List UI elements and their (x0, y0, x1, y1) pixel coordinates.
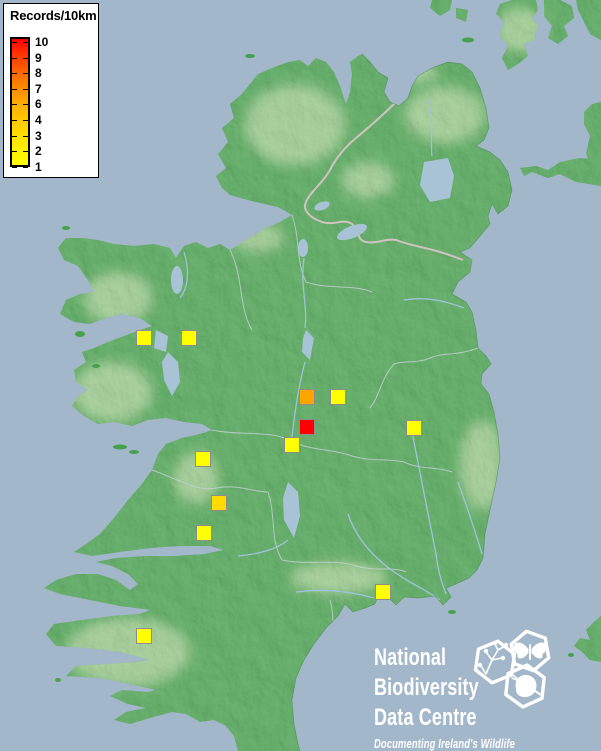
record-marker (375, 584, 391, 600)
record-marker (181, 330, 197, 346)
record-marker (196, 525, 212, 541)
legend-tick (12, 104, 17, 106)
northern-ireland-border-line (304, 101, 464, 261)
legend-title: Records/10km (10, 8, 97, 23)
record-marker (195, 451, 211, 467)
legend-tick (23, 151, 28, 153)
legend-tick (12, 151, 17, 153)
lakes (154, 158, 454, 538)
county-border-lines (151, 214, 479, 657)
legend-tick (12, 88, 17, 90)
legend-tick (23, 120, 28, 121)
record-marker (299, 419, 315, 435)
legend-tick-label: 3 (35, 128, 42, 143)
record-marker (284, 437, 300, 453)
offshore-islands (55, 37, 574, 682)
legend-tick (12, 135, 17, 137)
river-lines (179, 99, 483, 601)
legend-tick (23, 104, 28, 106)
legend-tick (23, 88, 28, 90)
legend-gradient-bar (10, 37, 30, 167)
record-marker (406, 420, 422, 436)
legend-tick (23, 166, 28, 168)
record-marker (136, 330, 152, 346)
legend-tick (23, 135, 28, 137)
legend-tick-label: 10 (35, 35, 49, 49)
legend-tick (23, 73, 28, 75)
legend-tick-label: 7 (35, 81, 42, 96)
legend-tick (12, 73, 17, 75)
legend-tick (23, 57, 28, 59)
legend-tick-label: 8 (35, 66, 42, 81)
legend-tick-label: 6 (35, 97, 42, 112)
record-marker (211, 495, 227, 511)
legend-tick-label: 4 (35, 113, 42, 127)
legend-tick-label: 2 (35, 144, 42, 159)
legend-tick (12, 57, 17, 59)
legend-tick (12, 166, 17, 168)
legend-tick (23, 42, 28, 43)
legend-tick (12, 120, 17, 121)
legend-tick-label: 9 (35, 50, 42, 65)
legend-tick-label: 1 (35, 159, 42, 174)
legend-tick (12, 42, 17, 43)
record-marker (330, 389, 346, 405)
record-marker (136, 628, 152, 644)
record-marker (299, 389, 315, 405)
records-legend: Records/10km 10 9 8 7 6 4 3 2 1 (3, 3, 99, 178)
